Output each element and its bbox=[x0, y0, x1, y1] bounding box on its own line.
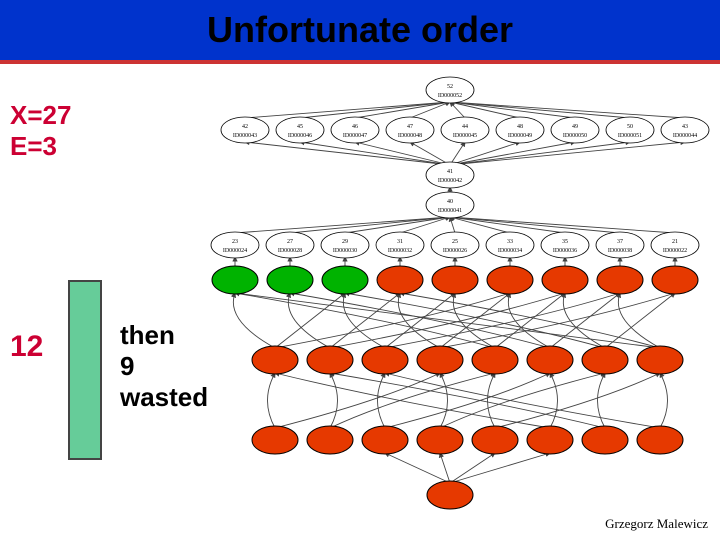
svg-text:ID000047: ID000047 bbox=[343, 133, 367, 139]
svg-text:ID000048: ID000048 bbox=[398, 133, 422, 139]
svg-text:52: 52 bbox=[447, 84, 453, 90]
svg-text:25: 25 bbox=[452, 239, 458, 245]
svg-text:35: 35 bbox=[562, 239, 568, 245]
svg-text:ID000038: ID000038 bbox=[608, 248, 632, 254]
svg-text:ID000044: ID000044 bbox=[673, 133, 697, 139]
svg-text:ID000028: ID000028 bbox=[278, 248, 302, 254]
param-e: E=3 bbox=[10, 131, 71, 162]
svg-text:43: 43 bbox=[682, 124, 688, 130]
svg-text:ID000046: ID000046 bbox=[288, 133, 312, 139]
svg-text:ID000036: ID000036 bbox=[553, 248, 577, 254]
progress-bar bbox=[68, 280, 102, 460]
svg-text:46: 46 bbox=[352, 124, 358, 130]
svg-text:49: 49 bbox=[572, 124, 578, 130]
svg-text:ID000022: ID000022 bbox=[663, 248, 687, 254]
svg-text:33: 33 bbox=[507, 239, 513, 245]
svg-text:23: 23 bbox=[232, 239, 238, 245]
nodes: 52 ID000052 42 ID000043 45 ID000046 46 ID000047… bbox=[211, 77, 709, 509]
page-title: Unfortunate order bbox=[207, 9, 513, 51]
svg-text:21: 21 bbox=[672, 239, 678, 245]
svg-text:ID000043: ID000043 bbox=[233, 133, 257, 139]
svg-text:ID000030: ID000030 bbox=[333, 248, 357, 254]
svg-text:45: 45 bbox=[297, 124, 303, 130]
svg-text:44: 44 bbox=[462, 124, 468, 130]
svg-text:48: 48 bbox=[517, 124, 523, 130]
svg-text:ID000024: ID000024 bbox=[223, 248, 247, 254]
author-footer: Grzegorz Malewicz bbox=[605, 516, 708, 532]
svg-text:27: 27 bbox=[287, 239, 293, 245]
svg-text:ID000026: ID000026 bbox=[443, 248, 467, 254]
svg-text:ID000045: ID000045 bbox=[453, 133, 477, 139]
svg-text:50: 50 bbox=[627, 124, 633, 130]
svg-text:ID000052: ID000052 bbox=[438, 93, 462, 99]
svg-text:47: 47 bbox=[407, 124, 413, 130]
params-block: X=27 E=3 bbox=[10, 100, 71, 162]
svg-text:31: 31 bbox=[397, 239, 403, 245]
svg-text:ID000034: ID000034 bbox=[498, 248, 522, 254]
svg-text:40: 40 bbox=[447, 199, 453, 205]
svg-text:29: 29 bbox=[342, 239, 348, 245]
svg-text:42: 42 bbox=[242, 124, 248, 130]
dag-diagram: 52 ID000052 42 ID000043 45 ID000046 46 ID000047… bbox=[190, 70, 710, 510]
svg-text:ID000051: ID000051 bbox=[618, 133, 642, 139]
svg-text:ID000049: ID000049 bbox=[508, 133, 532, 139]
svg-text:ID000041: ID000041 bbox=[438, 208, 462, 214]
count-label: 12 bbox=[10, 330, 43, 364]
svg-text:37: 37 bbox=[617, 239, 623, 245]
param-x: X=27 bbox=[10, 100, 71, 131]
svg-text:ID000032: ID000032 bbox=[388, 248, 412, 254]
svg-text:ID000042: ID000042 bbox=[438, 178, 462, 184]
svg-text:ID000050: ID000050 bbox=[563, 133, 587, 139]
svg-text:41: 41 bbox=[447, 169, 453, 175]
title-bar: Unfortunate order bbox=[0, 0, 720, 64]
